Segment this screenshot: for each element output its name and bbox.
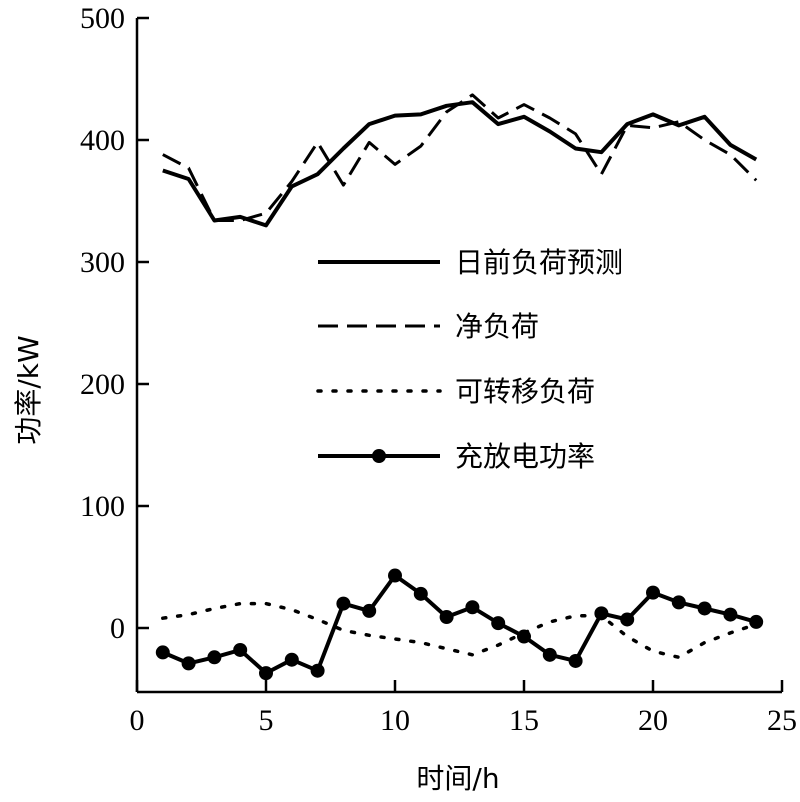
x-axis-label: 时间/h [416,762,499,795]
data-point [491,616,506,631]
data-point [517,629,531,644]
series-layer [155,93,764,681]
data-point [362,603,377,618]
data-point [671,595,686,610]
data-point [568,653,583,668]
series-2 [162,93,758,222]
data-point [233,642,248,657]
legend-item: 充放电功率 [318,440,595,473]
y-tick-label: 500 [80,2,125,35]
data-point [310,663,325,678]
series-line [162,93,758,222]
x-tick-label: 20 [638,704,668,737]
data-point [749,614,764,629]
legend-marker [372,449,386,463]
data-point [594,606,609,621]
y-tick-label: 300 [80,246,125,279]
x-tick-label: 15 [509,704,539,737]
legend-item: 可转移负荷 [316,375,595,408]
y-tick-label: 100 [80,490,125,523]
data-point [697,601,712,616]
x-tick-label: 25 [767,704,797,737]
data-point [155,645,170,660]
y-axis-label: 功率/kW [12,335,45,444]
series-line [162,100,758,228]
data-point [542,647,557,662]
data-point [259,666,273,681]
legend-label: 净负荷 [455,310,539,343]
series-4 [155,568,764,681]
x-tick-label: 10 [380,704,410,737]
data-point [413,586,428,601]
data-point [388,568,402,583]
legend-label: 日前负荷预测 [455,246,623,279]
x-tick-label: 5 [259,704,274,737]
data-point [646,585,660,600]
data-point [439,610,454,625]
data-point [336,596,351,611]
legend-label: 可转移负荷 [455,375,595,408]
axes: 0 100 200 300 400 500 0 5 10 15 20 25 [80,2,797,737]
legend-item: 净负荷 [318,310,539,343]
y-tick-label: 200 [80,368,125,401]
legend-item: 日前负荷预测 [318,246,623,279]
data-point [207,650,222,665]
y-tick-label: 0 [110,612,125,645]
data-point [181,656,196,671]
series-line [162,573,757,676]
legend-label: 充放电功率 [455,440,595,473]
y-tick-label: 400 [80,124,125,157]
data-point [465,600,480,615]
x-tick-label: 0 [130,704,145,737]
series-1 [162,100,758,228]
data-point [284,652,299,667]
data-point [723,607,738,622]
data-point [620,612,635,627]
